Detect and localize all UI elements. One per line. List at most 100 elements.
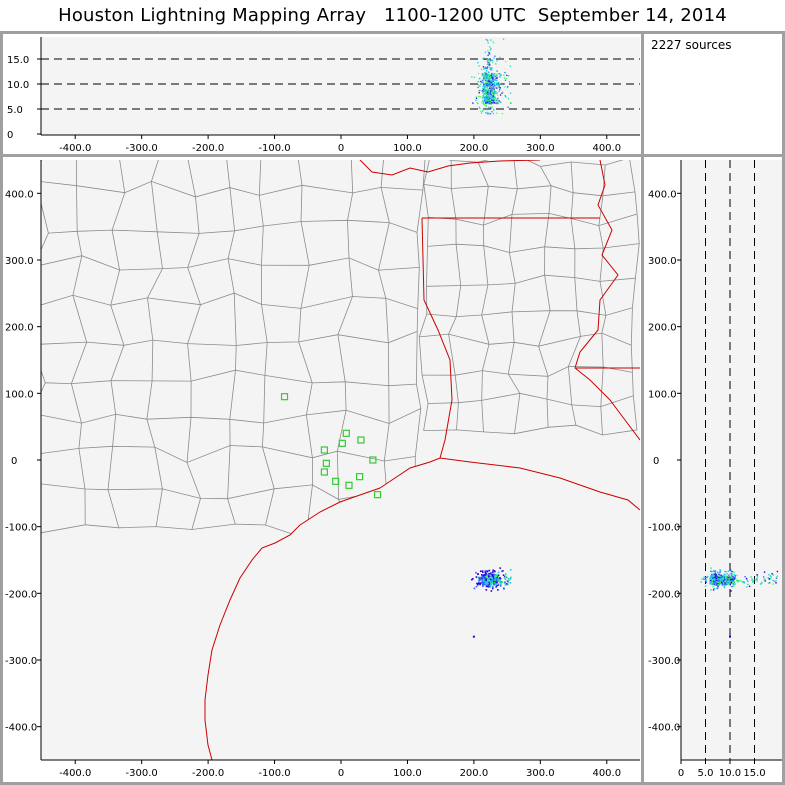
parish-boundary <box>422 366 633 377</box>
altitude-source <box>503 77 506 79</box>
lightning-source <box>490 590 493 592</box>
altitude-source <box>493 91 495 93</box>
altitude-source <box>489 53 491 55</box>
altitude-source <box>498 84 500 87</box>
side-source <box>700 581 702 583</box>
lightning-source <box>495 575 498 577</box>
lightning-source <box>499 581 501 583</box>
side-source <box>744 575 746 578</box>
altitude-source <box>499 89 501 91</box>
side-source <box>701 578 703 580</box>
altitude-source <box>483 82 486 84</box>
side-source <box>716 581 718 583</box>
parish-boundary <box>629 160 640 430</box>
altitude-source <box>491 97 494 99</box>
altitude-source <box>488 76 490 78</box>
lightning-source <box>477 576 480 579</box>
lightning-source <box>492 574 494 576</box>
altitude-x-tick-label: 0 <box>338 143 344 154</box>
altitude-source <box>509 65 512 67</box>
lightning-source <box>495 573 498 576</box>
altitude-source <box>482 88 485 91</box>
altitude-source <box>500 74 502 76</box>
altitude-source <box>488 88 490 91</box>
side-source <box>709 577 712 579</box>
side-source <box>728 574 730 576</box>
altitude-source <box>482 58 484 60</box>
altitude-source <box>491 67 493 69</box>
side-source <box>712 585 714 587</box>
side-x-tick-label: 0 <box>678 768 684 779</box>
altitude-source <box>488 64 490 66</box>
altitude-source <box>481 91 484 93</box>
altitude-source <box>496 70 498 72</box>
altitude-source <box>484 95 486 98</box>
axes <box>37 37 782 764</box>
altitude-x-tick-label: 200.0 <box>460 143 489 154</box>
side-source <box>721 577 723 579</box>
altitude-source <box>488 59 490 61</box>
altitude-source <box>503 83 505 85</box>
altitude-source <box>489 113 492 115</box>
side-y-tick-label: -300.0 <box>648 656 680 667</box>
altitude-source <box>492 92 495 94</box>
altitude-source <box>491 101 493 104</box>
altitude-source <box>483 57 485 59</box>
altitude-source <box>492 41 494 43</box>
altitude-source <box>493 83 496 85</box>
side-source <box>731 570 733 573</box>
altitude-source <box>486 61 489 63</box>
side-source <box>703 578 705 580</box>
altitude-source <box>497 102 500 104</box>
altitude-source <box>491 89 493 91</box>
altitude-source <box>488 89 490 92</box>
side-source <box>722 584 725 586</box>
altitude-source <box>493 74 495 77</box>
y-tick-label: -200.0 <box>5 589 37 600</box>
altitude-source <box>489 106 492 108</box>
county-boundaries <box>41 160 640 760</box>
lightning-source <box>488 569 491 572</box>
side-source <box>707 575 709 578</box>
lightning-source <box>497 578 500 581</box>
lightning-source <box>477 583 479 586</box>
altitude-source <box>501 112 504 115</box>
lightning-source <box>489 578 492 581</box>
lightning-source <box>491 577 494 580</box>
side-source <box>713 583 716 586</box>
lightning-source <box>492 576 495 578</box>
lightning-source <box>480 576 483 579</box>
side-source <box>714 583 717 586</box>
altitude-source <box>497 84 500 86</box>
altitude-source <box>489 49 492 51</box>
side-source <box>730 579 732 582</box>
side-source <box>733 581 736 583</box>
lightning-source <box>484 575 487 577</box>
altitude-source <box>481 74 483 76</box>
lightning-source <box>488 577 491 579</box>
side-source <box>716 587 719 590</box>
lightning-source <box>491 585 494 588</box>
altitude-source <box>481 73 484 75</box>
county-boundary <box>41 408 421 424</box>
y-tick-label: -400.0 <box>5 723 37 734</box>
side-source <box>724 583 727 585</box>
altitude-source <box>495 77 497 79</box>
side-source <box>716 575 718 577</box>
side-source <box>756 577 758 579</box>
altitude-source <box>504 95 506 97</box>
altitude-source <box>505 77 508 80</box>
side-source <box>725 577 727 580</box>
side-source <box>731 573 733 575</box>
altitude-source <box>492 101 495 104</box>
altitude-source <box>486 60 489 62</box>
altitude-source <box>488 58 490 60</box>
side-source <box>720 575 722 578</box>
parish-boundary <box>507 160 521 434</box>
side-source <box>741 581 744 583</box>
altitude-source <box>492 94 495 96</box>
side-source <box>728 582 730 584</box>
side-source <box>731 585 733 588</box>
altitude-source <box>492 112 495 115</box>
altitude-source <box>499 56 501 59</box>
